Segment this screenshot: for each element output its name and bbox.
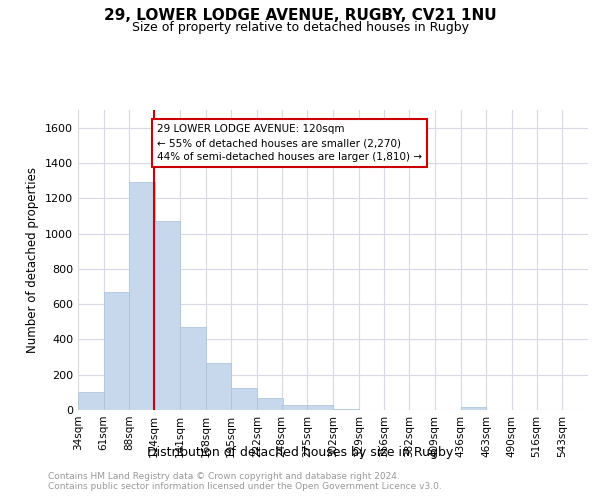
- Bar: [104, 292, 130, 410]
- Bar: [78, 392, 104, 410]
- Text: Size of property relative to detached houses in Rugby: Size of property relative to detached ho…: [131, 22, 469, 35]
- Text: 29 LOWER LODGE AVENUE: 120sqm
← 55% of detached houses are smaller (2,270)
44% o: 29 LOWER LODGE AVENUE: 120sqm ← 55% of d…: [157, 124, 422, 162]
- Text: Contains public sector information licensed under the Open Government Licence v3: Contains public sector information licen…: [48, 482, 442, 491]
- Bar: [461, 408, 486, 410]
- Text: Contains HM Land Registry data © Crown copyright and database right 2024.: Contains HM Land Registry data © Crown c…: [48, 472, 400, 481]
- Bar: [307, 404, 333, 410]
- Y-axis label: Number of detached properties: Number of detached properties: [26, 167, 40, 353]
- Bar: [281, 404, 307, 410]
- Bar: [205, 363, 231, 410]
- Bar: [333, 409, 359, 410]
- Bar: [231, 388, 257, 410]
- Bar: [130, 182, 155, 410]
- Text: 29, LOWER LODGE AVENUE, RUGBY, CV21 1NU: 29, LOWER LODGE AVENUE, RUGBY, CV21 1NU: [104, 8, 496, 22]
- Text: Distribution of detached houses by size in Rugby: Distribution of detached houses by size …: [147, 446, 453, 459]
- Bar: [180, 327, 205, 410]
- Bar: [154, 221, 180, 410]
- Bar: [257, 398, 283, 410]
